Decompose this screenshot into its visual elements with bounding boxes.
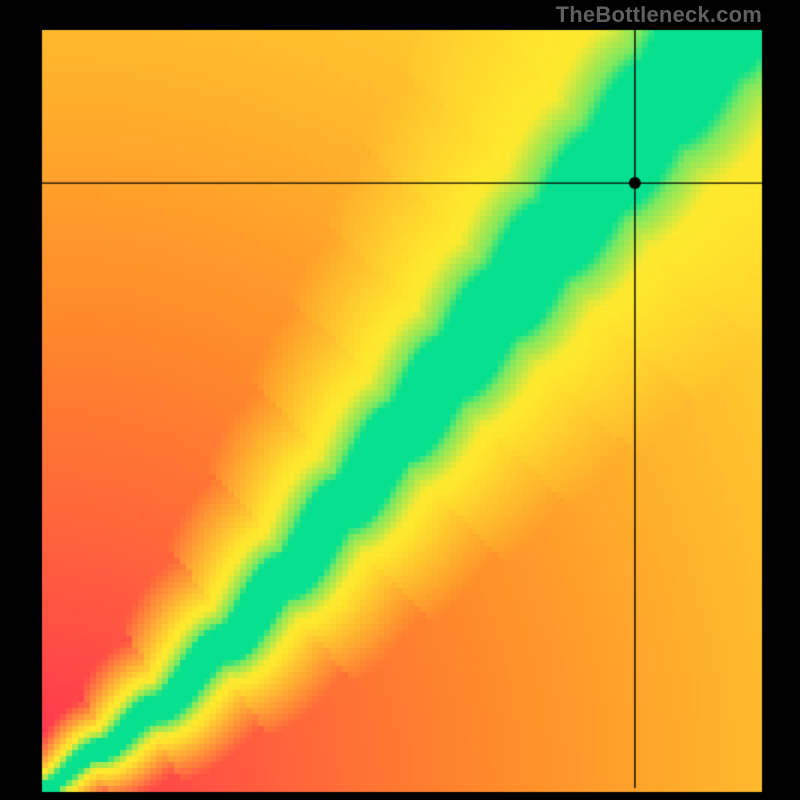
bottleneck-heatmap — [0, 0, 800, 800]
attribution-text: TheBottleneck.com — [556, 2, 762, 28]
